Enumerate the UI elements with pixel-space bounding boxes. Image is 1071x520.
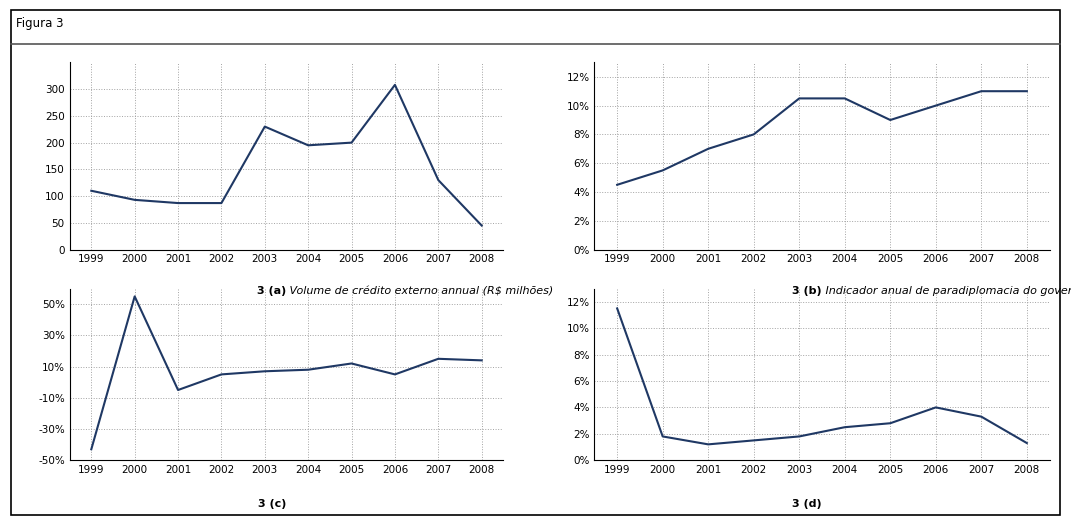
Text: 3 (c): 3 (c) (258, 499, 287, 509)
Text: 3 (a): 3 (a) (257, 286, 287, 296)
Text: Indicador anual de paradiplomacia do governo estadual (%): Indicador anual de paradiplomacia do gov… (823, 286, 1071, 296)
Text: 3 (d): 3 (d) (793, 499, 823, 509)
Text: 3 (b): 3 (b) (793, 286, 823, 296)
Text: Volume de crédito externo annual (R$ milhões): Volume de crédito externo annual (R$ mil… (287, 286, 554, 296)
Text: Figura 3: Figura 3 (16, 17, 63, 30)
